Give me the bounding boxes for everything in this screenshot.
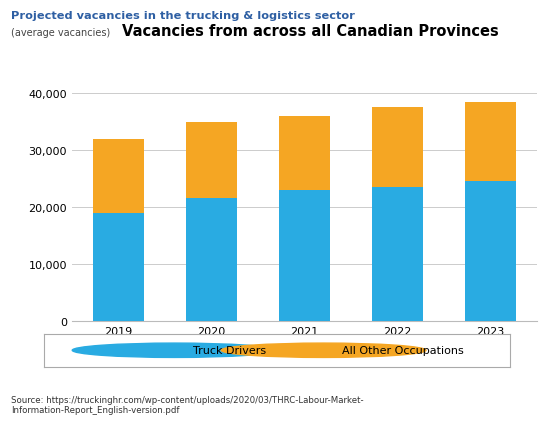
Bar <box>465 182 516 321</box>
Bar <box>465 102 516 182</box>
Bar <box>186 122 237 199</box>
Bar <box>93 139 144 213</box>
Text: Projected vacancies in the trucking & logistics sector: Projected vacancies in the trucking & lo… <box>11 11 355 21</box>
Circle shape <box>72 343 277 358</box>
Bar <box>372 108 423 187</box>
Bar <box>372 187 423 321</box>
Bar <box>93 213 144 321</box>
Text: Truck Drivers: Truck Drivers <box>193 345 266 355</box>
Bar <box>279 117 330 191</box>
Text: Vacancies from across all Canadian Provinces: Vacancies from across all Canadian Provi… <box>122 24 499 39</box>
Bar <box>279 191 330 321</box>
Text: (average vacancies): (average vacancies) <box>11 28 110 38</box>
Circle shape <box>221 343 426 358</box>
Text: All Other Occupations: All Other Occupations <box>342 345 464 355</box>
Bar <box>186 199 237 321</box>
Text: Source: https://truckinghr.com/wp-content/uploads/2020/03/THRC-Labour-Market-
In: Source: https://truckinghr.com/wp-conten… <box>11 395 364 414</box>
